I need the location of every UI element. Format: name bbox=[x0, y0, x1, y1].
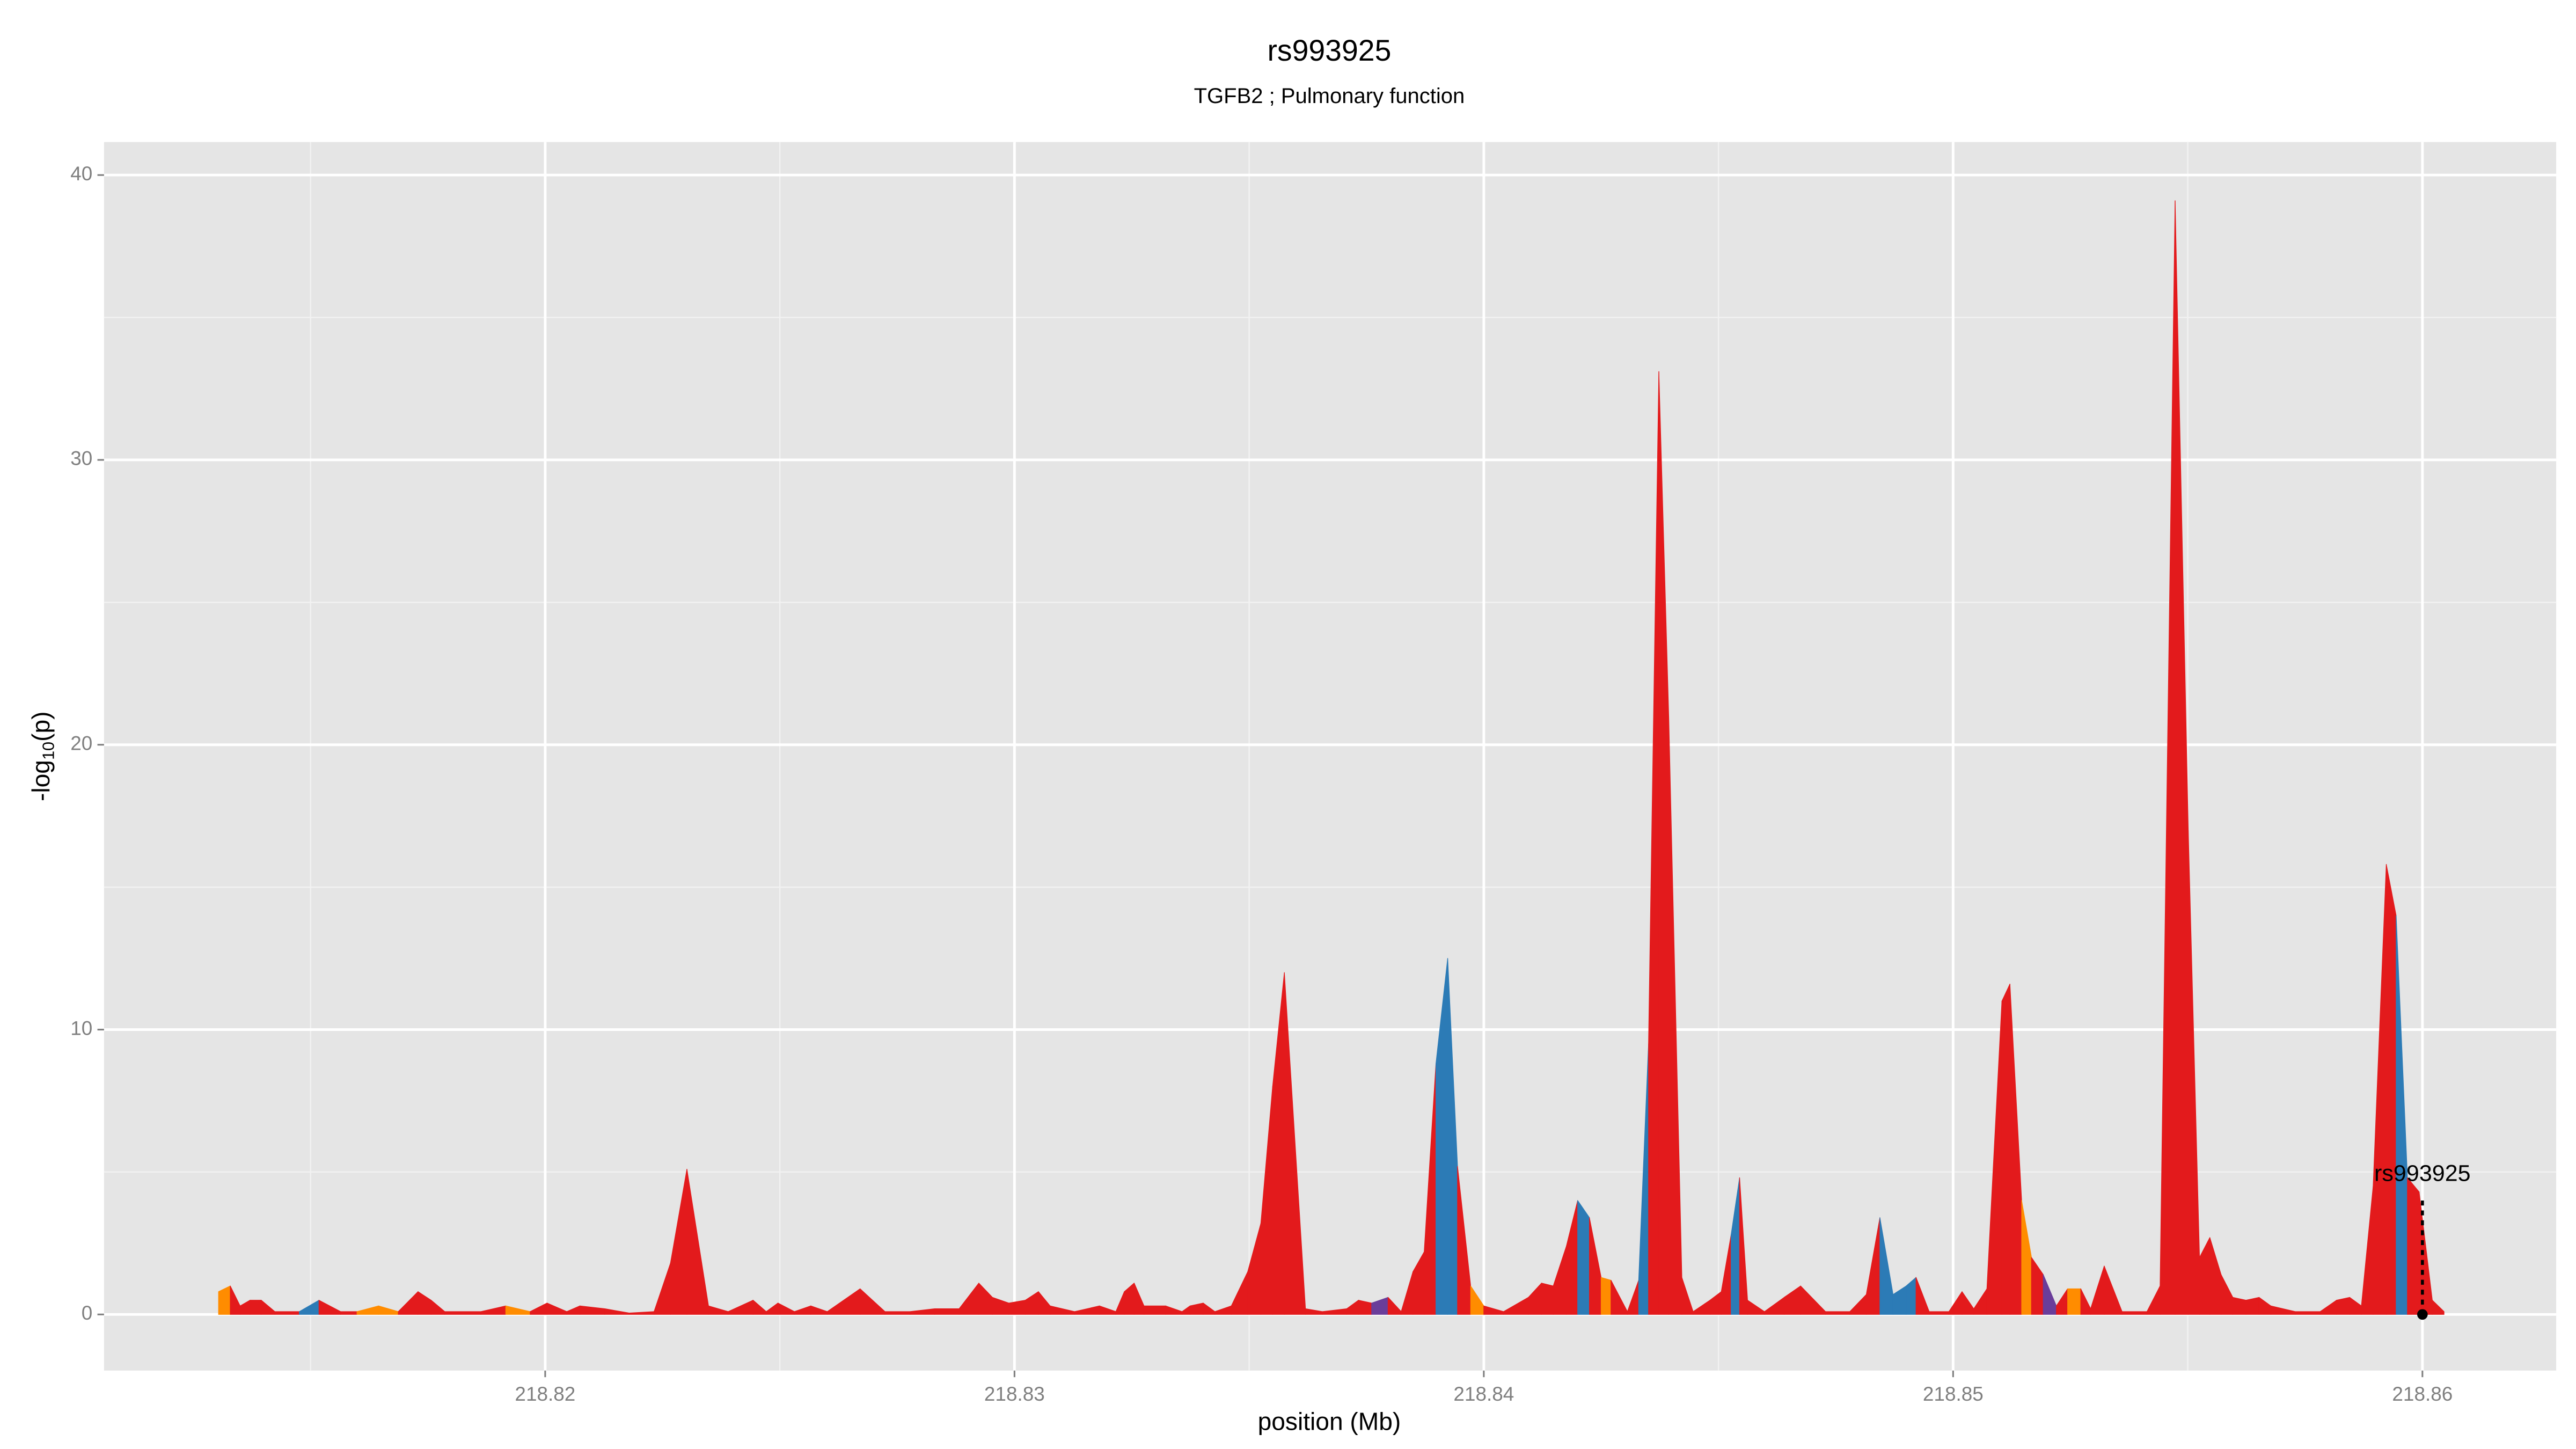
area-segment bbox=[274, 1311, 300, 1315]
area-segment bbox=[1600, 1277, 1612, 1315]
area-segment bbox=[2432, 1300, 2445, 1315]
area-segment bbox=[1577, 1200, 1590, 1315]
y-tick-label: 20 bbox=[70, 732, 92, 754]
area-segment bbox=[1144, 1305, 1166, 1315]
area-segment bbox=[250, 1300, 262, 1315]
area-segment bbox=[2067, 1288, 2081, 1315]
area-segment bbox=[1541, 1283, 1554, 1315]
area-segment bbox=[884, 1311, 910, 1315]
area-segment bbox=[1825, 1311, 1850, 1315]
x-tick-label: 218.86 bbox=[2392, 1383, 2453, 1405]
x-axis-label: position (Mb) bbox=[1258, 1407, 1401, 1435]
area-segment bbox=[2385, 864, 2397, 1315]
area-segment bbox=[1358, 1300, 1372, 1315]
area-segment bbox=[1929, 1311, 1950, 1315]
annotation-label: rs993925 bbox=[2374, 1161, 2471, 1187]
area-segment bbox=[2121, 1311, 2148, 1315]
y-tick-label: 40 bbox=[70, 163, 92, 185]
area-segment bbox=[2245, 1297, 2260, 1315]
area-segment bbox=[2407, 1177, 2420, 1315]
y-axis-label-main: -log bbox=[27, 760, 55, 801]
area-segment bbox=[2336, 1297, 2350, 1315]
panel-background bbox=[104, 142, 2557, 1371]
area-segment bbox=[2232, 1297, 2246, 1315]
chart-subtitle: TGFB2 ; Pulmonary function bbox=[1194, 84, 1465, 108]
chart-title: rs993925 bbox=[1267, 34, 1391, 67]
y-axis-label: -log10(p) bbox=[27, 711, 57, 801]
x-tick-label: 218.85 bbox=[1923, 1383, 1984, 1405]
area-segment bbox=[444, 1311, 481, 1315]
y-axis-label-sub: 10 bbox=[39, 742, 57, 760]
x-tick-label: 218.83 bbox=[984, 1383, 1045, 1405]
area-segment bbox=[2001, 983, 2010, 1315]
area-segment bbox=[340, 1311, 357, 1315]
y-tick-label: 30 bbox=[70, 448, 92, 470]
x-tick-label: 218.84 bbox=[1453, 1383, 1514, 1405]
area-segment bbox=[934, 1308, 960, 1315]
y-tick-label: 10 bbox=[70, 1017, 92, 1039]
x-tick-label: 218.82 bbox=[515, 1383, 575, 1405]
annotation-point bbox=[2417, 1309, 2428, 1320]
area-segment bbox=[1008, 1300, 1026, 1315]
area-segment bbox=[2295, 1311, 2321, 1315]
y-axis-label-tail: (p) bbox=[27, 711, 55, 741]
y-tick-label: 0 bbox=[82, 1302, 93, 1324]
